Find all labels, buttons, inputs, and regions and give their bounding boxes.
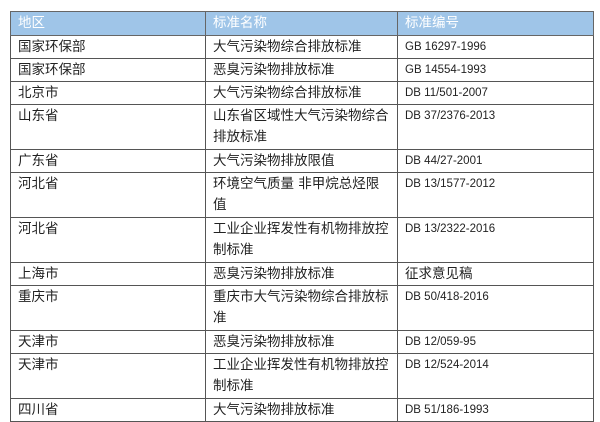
table-row: 国家环保部 恶臭污染物排放标准 GB 14554-1993	[10, 58, 594, 82]
header-standard-code: 标准编号	[397, 11, 594, 36]
standard-name-cell: 恶臭污染物排放标准	[205, 330, 398, 354]
standard-code-cell: DB 11/501-2007	[397, 81, 594, 105]
standard-code-cell: DB 12/059-95	[397, 330, 594, 354]
region-cell: 上海市	[10, 262, 206, 286]
region-cell: 重庆市	[10, 285, 206, 331]
table-row: 广东省 大气污染物排放限值 DB 44/27-2001	[10, 149, 594, 173]
table-row: 上海市 恶臭污染物排放标准 征求意见稿	[10, 262, 594, 286]
region-cell: 国家环保部	[10, 58, 206, 82]
standard-name-cell: 工业企业挥发性有机物排放控制标准	[205, 217, 398, 263]
standard-name-cell: 重庆市大气污染物综合排放标准	[205, 285, 398, 331]
standard-name-cell: 恶臭污染物排放标准	[205, 262, 398, 286]
standard-name-cell: 恶臭污染物排放标准	[205, 58, 398, 82]
standard-name-cell: 大气污染物排放限值	[205, 149, 398, 173]
table-row: 天津市 工业企业挥发性有机物排放控制标准 DB 12/524-2014	[10, 353, 594, 399]
table-row: 河北省 工业企业挥发性有机物排放控制标准 DB 13/2322-2016	[10, 217, 594, 263]
table-row: 重庆市 重庆市大气污染物综合排放标准 DB 50/418-2016	[10, 285, 594, 331]
table-row: 四川省 大气污染物排放标准 DB 51/186-1993	[10, 398, 594, 422]
standard-code-cell: 征求意见稿	[397, 262, 594, 286]
region-cell: 天津市	[10, 353, 206, 399]
standard-code-cell: DB 50/418-2016	[397, 285, 594, 331]
standard-name-cell: 大气污染物排放标准	[205, 398, 398, 422]
region-cell: 河北省	[10, 172, 206, 218]
table-row: 天津市 恶臭污染物排放标准 DB 12/059-95	[10, 330, 594, 354]
header-standard-name: 标准名称	[205, 11, 398, 36]
standard-code-cell: DB 13/2322-2016	[397, 217, 594, 263]
region-cell: 河北省	[10, 217, 206, 263]
standard-code-cell: DB 37/2376-2013	[397, 104, 594, 150]
header-row: 地区 标准名称 标准编号	[10, 11, 594, 36]
standard-name-cell: 工业企业挥发性有机物排放控制标准	[205, 353, 398, 399]
table-row: 国家环保部 大气污染物综合排放标准 GB 16297-1996	[10, 35, 594, 59]
standard-name-cell: 环境空气质量 非甲烷总烃限值	[205, 172, 398, 218]
standard-code-cell: GB 16297-1996	[397, 35, 594, 59]
region-cell: 国家环保部	[10, 35, 206, 59]
header-region: 地区	[10, 11, 206, 36]
region-cell: 天津市	[10, 330, 206, 354]
standard-name-cell: 山东省区域性大气污染物综合排放标准	[205, 104, 398, 150]
region-cell: 北京市	[10, 81, 206, 105]
standard-code-cell: DB 12/524-2014	[397, 353, 594, 399]
standard-code-cell: GB 14554-1993	[397, 58, 594, 82]
standards-table: 地区 标准名称 标准编号 国家环保部 大气污染物综合排放标准 GB 16297-19…	[10, 11, 594, 422]
region-cell: 广东省	[10, 149, 206, 173]
standard-code-cell: DB 13/1577-2012	[397, 172, 594, 218]
table-row: 北京市 大气污染物综合排放标准 DB 11/501-2007	[10, 81, 594, 105]
region-cell: 四川省	[10, 398, 206, 422]
table-row: 河北省 环境空气质量 非甲烷总烃限值 DB 13/1577-2012	[10, 172, 594, 218]
standard-code-cell: DB 51/186-1993	[397, 398, 594, 422]
table-row: 山东省 山东省区域性大气污染物综合排放标准 DB 37/2376-2013	[10, 104, 594, 150]
region-cell: 山东省	[10, 104, 206, 150]
standard-name-cell: 大气污染物综合排放标准	[205, 81, 398, 105]
standard-name-cell: 大气污染物综合排放标准	[205, 35, 398, 59]
standard-code-cell: DB 44/27-2001	[397, 149, 594, 173]
